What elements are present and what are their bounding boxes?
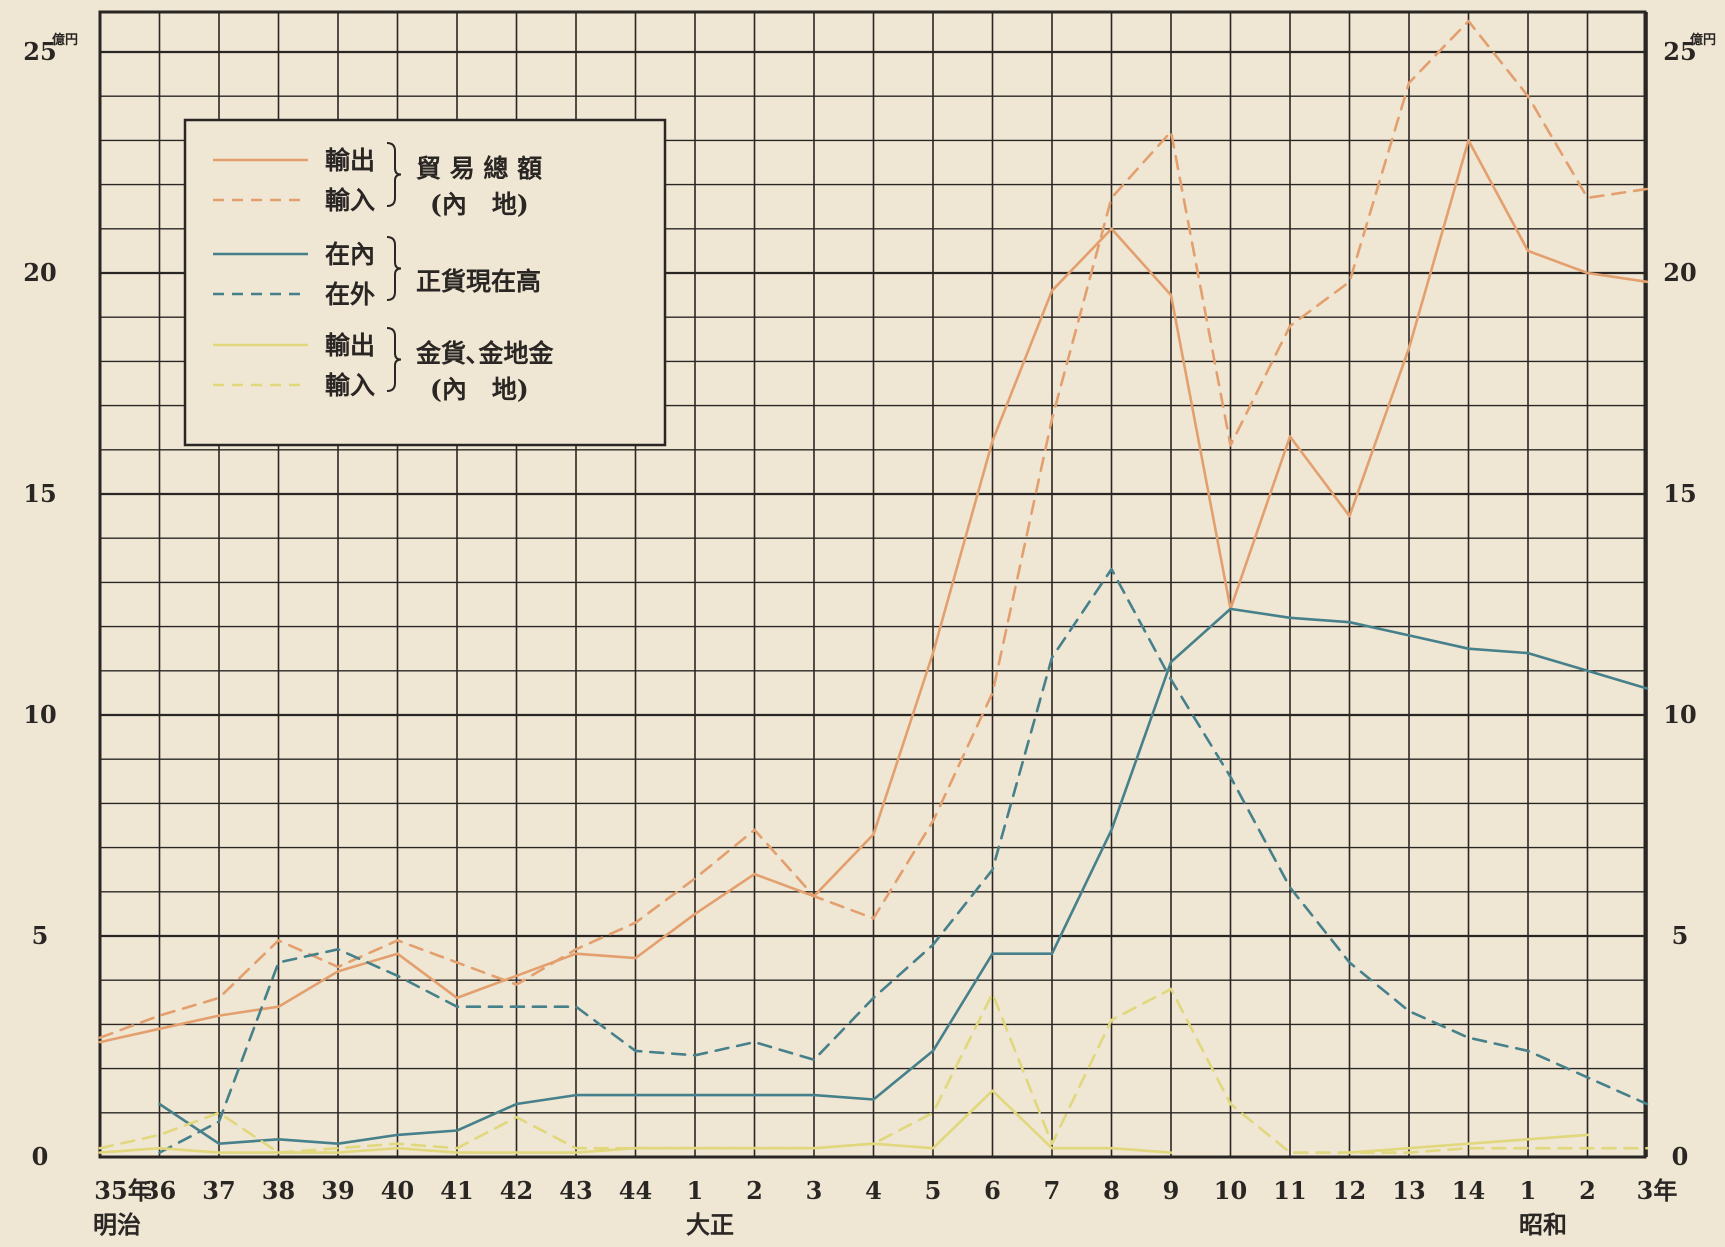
legend-entry: 在外 (325, 280, 375, 309)
x-tick-label: 13 (1392, 1176, 1425, 1205)
legend-group-title: 正貨現在高 (416, 267, 541, 296)
y-tick-left: 5 (32, 921, 49, 950)
y-tick-left: 0 (32, 1142, 49, 1171)
y-tick-right: 15 (1663, 479, 1696, 508)
legend-group-title: 金貨､金地金 (415, 339, 555, 368)
x-tick-label: 35年 (94, 1176, 151, 1205)
series-line-3 (158, 567, 1649, 1154)
era-label: 大正 (686, 1210, 734, 1239)
x-tick-label: 44 (619, 1176, 652, 1205)
era-label: 明治 (93, 1210, 141, 1239)
x-tick-label: 1 (687, 1176, 704, 1205)
plot-frame (98, 10, 1647, 1159)
y-unit-right: 億円 (1690, 32, 1716, 48)
x-tick-label: 6 (984, 1176, 1001, 1205)
y-tick-left: 10 (23, 700, 56, 729)
series-line-4 (98, 1089, 1173, 1154)
x-tick-label: 40 (381, 1176, 414, 1205)
x-tick-label: 36 (143, 1176, 176, 1205)
series-line-4 (1348, 1133, 1589, 1154)
y-tick-right: 25 (1663, 37, 1696, 66)
legend-entry: 輸出 (325, 331, 375, 360)
legend-brace (386, 142, 402, 207)
x-tick-label: 14 (1452, 1176, 1485, 1205)
legend-group-title: (內 地) (430, 375, 529, 404)
x-tick-label: 9 (1163, 1176, 1180, 1205)
series-line-2 (158, 607, 1649, 1145)
y-tick-left: 25 (23, 37, 56, 66)
y-tick-right: 20 (1663, 258, 1696, 287)
legend-entry: 在內 (325, 240, 375, 269)
legend-entry: 輸入 (325, 371, 375, 400)
x-tick-label: 43 (559, 1176, 592, 1205)
y-unit-left: 億円 (52, 32, 78, 48)
x-tick-label: 39 (321, 1176, 354, 1205)
x-tick-label: 4 (865, 1176, 882, 1205)
legend-box (183, 118, 667, 447)
y-tick-left: 15 (23, 479, 56, 508)
legend-group-title: (內 地) (430, 190, 529, 219)
x-tick-label: 12 (1333, 1176, 1366, 1205)
y-tick-right: 5 (1672, 921, 1689, 950)
x-tick-label: 42 (500, 1176, 533, 1205)
x-tick-label: 8 (1103, 1176, 1120, 1205)
x-tick-label: 2 (746, 1176, 763, 1205)
x-tick-label: 3 (806, 1176, 823, 1205)
x-tick-label: 38 (262, 1176, 295, 1205)
y-tick-left: 20 (23, 258, 56, 287)
legend-group-title: 貿 易 總 額 (416, 154, 542, 183)
legend-entry: 輸入 (325, 186, 375, 215)
era-label: 昭和 (1519, 1210, 1567, 1239)
x-tick-label: 2 (1579, 1176, 1596, 1205)
legend-brace (386, 236, 402, 301)
x-tick-label: 7 (1044, 1176, 1061, 1205)
x-tick-label: 37 (202, 1176, 235, 1205)
series-line-5 (98, 987, 1649, 1154)
x-tick-label: 5 (925, 1176, 942, 1205)
x-tick-label: 10 (1214, 1176, 1247, 1205)
y-tick-right: 0 (1672, 1142, 1689, 1171)
series-line-0 (98, 139, 1649, 1044)
y-tick-right: 10 (1663, 700, 1696, 729)
x-tick-label: 41 (440, 1176, 473, 1205)
legend-brace (386, 327, 402, 392)
x-tick-label: 1 (1520, 1176, 1537, 1205)
x-tick-label: 3年 (1637, 1176, 1678, 1205)
series-lines (98, 19, 1649, 1154)
legend-entry: 輸出 (325, 146, 375, 175)
x-tick-label: 11 (1273, 1176, 1306, 1205)
